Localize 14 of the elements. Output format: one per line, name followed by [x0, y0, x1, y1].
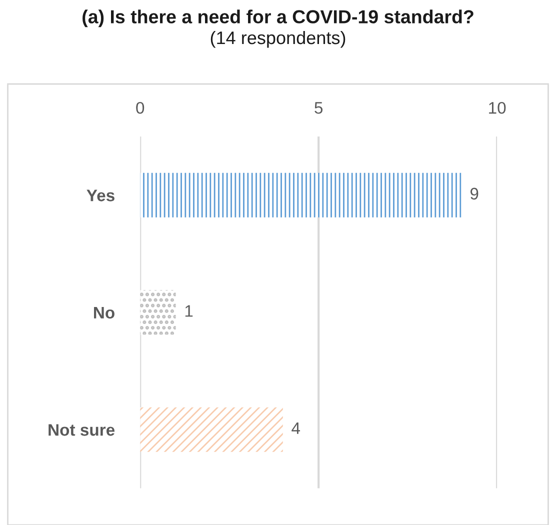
data-label: 1	[185, 305, 193, 317]
data-label: 4	[292, 422, 300, 434]
bar	[140, 172, 462, 218]
data-label: 9	[470, 188, 478, 200]
y-tick-label: Not sure	[48, 424, 115, 436]
x-tick-label: 0	[136, 102, 144, 114]
bar	[140, 407, 283, 452]
x-tick-label: 5	[314, 102, 323, 114]
bar	[140, 290, 176, 335]
chart-title: (a) Is there a need for a COVID-19 standard?	[82, 10, 474, 28]
y-tick-label: Yes	[86, 190, 114, 202]
y-tick-label: No	[94, 306, 114, 319]
chart-subtitle: (14 respondents)	[210, 30, 346, 48]
x-tick-label: 10	[489, 102, 506, 114]
